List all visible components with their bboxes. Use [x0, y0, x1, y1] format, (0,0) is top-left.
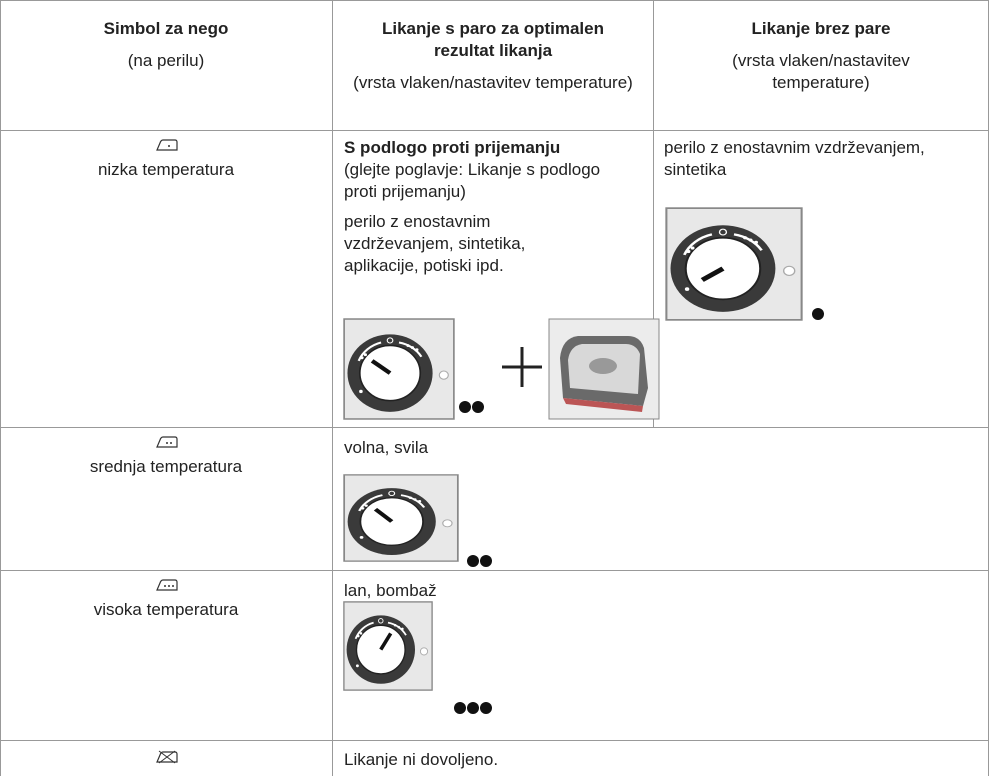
border	[0, 427, 989, 428]
symbol-label: srednja temperatura	[89, 457, 243, 476]
dial	[343, 474, 459, 562]
dots	[459, 401, 484, 413]
header-subtitle: (vrsta vlaken/nastavitev temperature)	[732, 51, 910, 92]
dots	[812, 308, 824, 320]
steam-text: perilo z enostavnim vzdrževanjem, sintet…	[344, 212, 526, 275]
header-subtitle: (vrsta vlaken/nastavitev temperature)	[353, 73, 633, 92]
symbol-label: nizka temperatura	[97, 160, 235, 179]
dry-text: perilo z enostavnim vzdrževanjem, sintet…	[664, 138, 925, 179]
care-symbol	[155, 578, 179, 592]
dial	[343, 601, 433, 691]
header-cell: Likanje s paro za optimalen rezultat lik…	[352, 18, 634, 94]
dial	[343, 318, 455, 420]
steam-text: Likanje ni dovoljeno.	[344, 750, 499, 769]
border	[0, 740, 989, 741]
header-cell: Simbol za nego (na perilu)	[20, 18, 312, 72]
steam-text: volna, svila	[344, 438, 429, 457]
header-subtitle: (na perilu)	[127, 51, 205, 70]
border	[0, 570, 989, 571]
header-title: Simbol za nego	[103, 19, 229, 38]
steam-text: lan, bombaž	[344, 581, 437, 600]
dots	[467, 555, 492, 567]
header-cell: Likanje brez pare (vrsta vlaken/nastavit…	[690, 18, 952, 94]
border	[0, 0, 1, 776]
steam-heading: S podlogo proti prijemanju	[344, 138, 561, 157]
header-title: Likanje s paro za optimalen rezultat lik…	[381, 19, 604, 60]
border	[0, 0, 989, 1]
symbol-label: visoka temperatura	[93, 600, 239, 619]
border	[0, 130, 989, 131]
header-title: Likanje brez pare	[751, 19, 891, 38]
care-symbol	[155, 435, 179, 449]
dial	[665, 207, 803, 321]
iron-image	[548, 318, 660, 420]
steam-cell: S podlogo proti prijemanju (glejte pogla…	[344, 137, 644, 277]
border	[653, 0, 654, 427]
dots	[454, 702, 492, 714]
care-symbol	[155, 750, 179, 764]
steam-note: (glejte poglavje: Likanje s podlogo prot…	[344, 160, 601, 201]
plus	[502, 347, 542, 387]
care-symbol	[155, 138, 179, 152]
border	[332, 0, 333, 776]
